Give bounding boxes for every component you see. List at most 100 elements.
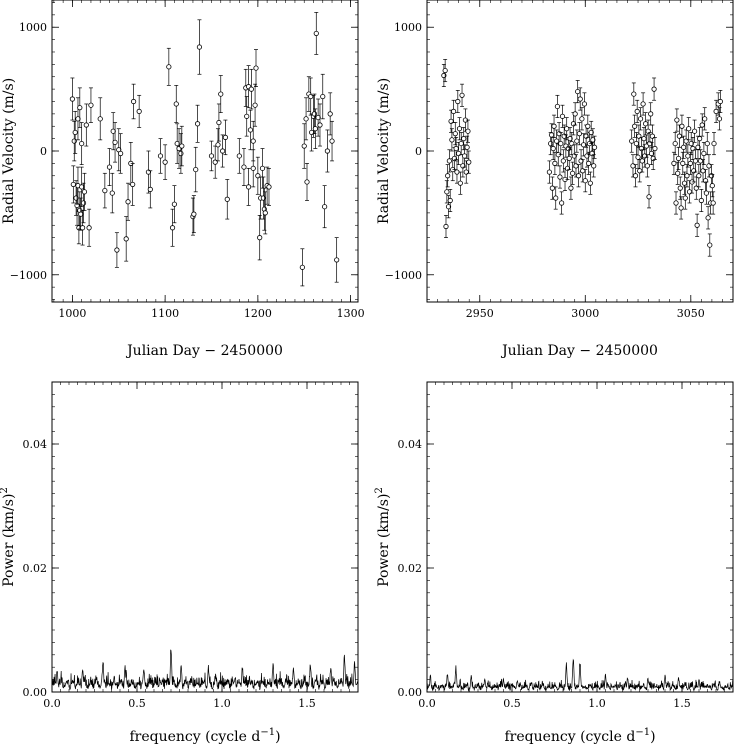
data-point	[173, 101, 179, 107]
data-point	[248, 86, 254, 92]
data-point	[191, 211, 197, 217]
data-point	[250, 138, 256, 144]
y-axis-label: Power (km/s)2	[374, 487, 392, 587]
data-point	[136, 108, 142, 114]
y-tick-label: 0.04	[23, 438, 48, 451]
data-point	[675, 170, 681, 176]
data-point	[640, 101, 646, 107]
data-point	[114, 247, 120, 253]
data-point	[550, 145, 556, 152]
x-axis-label-superscript: −1	[260, 727, 275, 738]
data-point	[97, 116, 103, 122]
data-point	[577, 96, 583, 102]
data-point	[196, 44, 203, 50]
data-point	[559, 200, 565, 206]
x-tick-label: 1300	[337, 307, 365, 320]
power-spectrum-line	[51, 649, 359, 691]
data-point	[632, 123, 638, 129]
data-point	[557, 174, 563, 180]
data-point	[322, 204, 328, 210]
data-point	[83, 122, 89, 128]
x-tick-label: 1200	[244, 307, 272, 320]
data-point	[643, 121, 649, 127]
panel-top-right: 2950 3000 3050 −1000 0 1000 Julian Day − 24500…	[376, 0, 734, 359]
data-point	[697, 136, 703, 142]
data-point	[220, 148, 226, 154]
data-point	[588, 129, 594, 136]
data-point	[639, 158, 645, 164]
y-tick-label: 0	[40, 145, 47, 158]
data-point	[629, 138, 635, 144]
y-tick-label: 0.00	[398, 686, 423, 699]
data-point	[324, 148, 330, 154]
data-point	[585, 123, 591, 129]
y-tick-label: −1000	[385, 269, 422, 282]
data-point	[681, 180, 688, 186]
x-tick-label: 0.5	[503, 697, 521, 710]
data-point	[266, 184, 272, 190]
data-point	[644, 163, 650, 169]
data-point	[461, 136, 467, 142]
x-tick-label: 3000	[571, 307, 599, 320]
data-point	[631, 91, 637, 97]
data-point	[553, 138, 560, 144]
data-point	[552, 160, 558, 166]
data-point	[591, 144, 598, 150]
y-axis-label-superscript: 2	[0, 487, 10, 493]
data-point	[118, 150, 124, 157]
data-point	[701, 150, 707, 157]
data-point	[582, 178, 588, 184]
data-point	[566, 155, 572, 162]
data-point	[208, 153, 215, 159]
data-point	[681, 144, 687, 150]
data-point	[558, 140, 564, 147]
data-point	[709, 183, 715, 189]
data-point	[461, 153, 468, 159]
data-point	[551, 123, 557, 129]
data-point	[443, 223, 449, 230]
data-point	[579, 116, 585, 122]
x-axis-label: Julian Day − 2450000	[500, 343, 658, 359]
data-point	[179, 143, 185, 149]
data-point	[652, 145, 658, 152]
data-point	[641, 136, 647, 142]
x-tick-label: 0.0	[418, 697, 436, 710]
data-point	[131, 98, 137, 105]
data-point	[691, 128, 698, 134]
data-point	[450, 108, 457, 114]
data-point	[299, 264, 305, 270]
data-point	[106, 164, 113, 170]
data-point	[648, 150, 655, 157]
data-point	[130, 181, 136, 188]
data-point	[253, 65, 259, 71]
data-point	[710, 200, 716, 206]
data-point	[684, 173, 690, 179]
data-point	[224, 196, 230, 202]
data-point	[245, 184, 252, 190]
y-tick-label: −1000	[10, 269, 47, 282]
data-point	[574, 138, 580, 144]
x-axis-label: frequency (cycle d−1)	[504, 727, 655, 745]
data-point	[456, 126, 463, 132]
data-point	[673, 200, 679, 206]
data-point	[445, 204, 452, 210]
data-point	[449, 137, 455, 143]
data-point	[459, 92, 465, 98]
y-tick-label: 0.02	[398, 562, 423, 575]
data-point	[705, 215, 711, 221]
data-point	[564, 126, 570, 132]
y-axis-label: Radial Velocity (m/s)	[1, 78, 17, 224]
x-tick-label: 1000	[58, 307, 86, 320]
data-point	[445, 173, 451, 179]
data-point	[675, 155, 682, 162]
data-point	[554, 103, 561, 110]
data-point	[702, 116, 708, 122]
data-point	[677, 185, 683, 191]
data-point	[703, 190, 710, 196]
panel-top-left: 1000 1100 1200 1300 −1000 0 1000 Julian Day − 2…	[1, 0, 365, 359]
data-point	[716, 116, 723, 122]
data-point	[216, 119, 222, 126]
data-point	[575, 173, 582, 179]
data-point	[464, 144, 470, 150]
data-point	[123, 236, 129, 242]
